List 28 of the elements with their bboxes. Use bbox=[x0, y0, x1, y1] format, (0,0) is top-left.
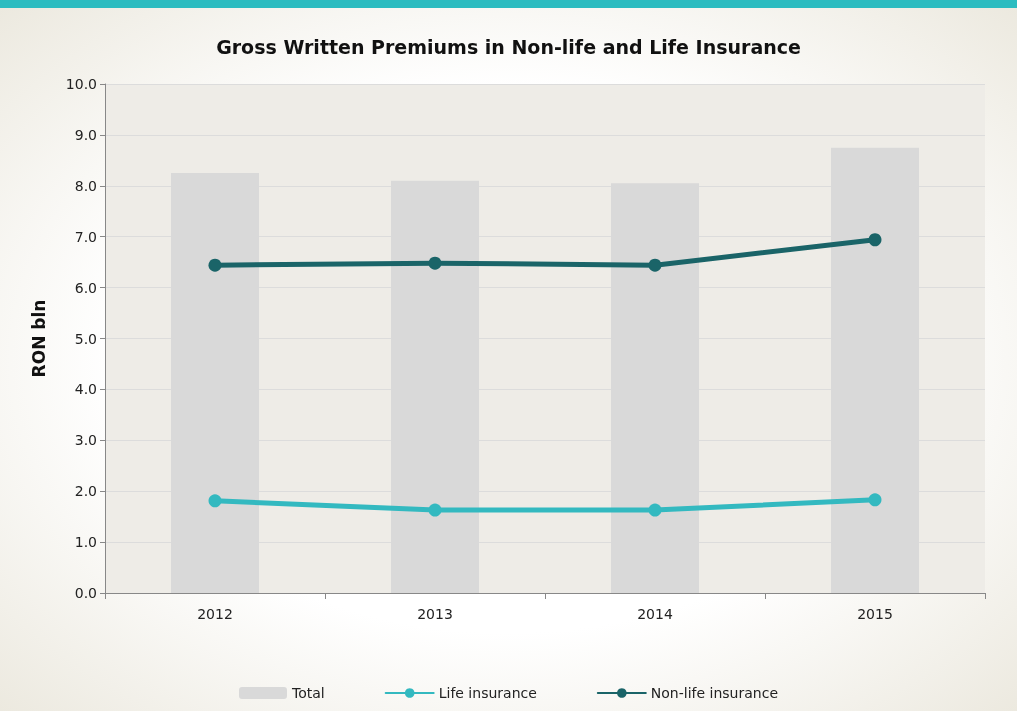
x-tick-label: 2012 bbox=[197, 606, 233, 622]
y-tick-label: 5.0 bbox=[74, 330, 97, 347]
legend-label: Life insurance bbox=[438, 685, 537, 701]
point bbox=[648, 503, 662, 517]
y-tick-label: 8.0 bbox=[74, 177, 97, 194]
point bbox=[208, 258, 222, 272]
point bbox=[868, 233, 882, 247]
point bbox=[428, 503, 442, 517]
point bbox=[208, 494, 222, 508]
y-tick-label: 3.0 bbox=[74, 432, 97, 449]
y-tick-label: 0.0 bbox=[74, 585, 97, 601]
point bbox=[428, 256, 442, 270]
legend-label: Non-life insurance bbox=[650, 685, 779, 701]
y-axis-title: RON bln bbox=[28, 299, 49, 378]
y-tick-label: 10.0 bbox=[65, 76, 97, 92]
y-tick-label: 9.0 bbox=[74, 126, 97, 143]
x-tick-label: 2013 bbox=[417, 606, 453, 622]
chart-title: Gross Written Premiums in Non-life and Life Insurance bbox=[216, 35, 801, 58]
x-tick-label: 2015 bbox=[857, 606, 893, 622]
y-tick-label: 7.0 bbox=[74, 228, 97, 245]
y-tick-label: 1.0 bbox=[74, 534, 97, 551]
x-tick-label: 2014 bbox=[637, 606, 673, 622]
point bbox=[648, 258, 662, 272]
point bbox=[868, 493, 882, 507]
legend-label: Total bbox=[291, 685, 325, 701]
y-tick-label: 2.0 bbox=[74, 483, 97, 500]
y-tick-label: 4.0 bbox=[74, 381, 97, 398]
y-tick-label: 6.0 bbox=[74, 279, 97, 296]
